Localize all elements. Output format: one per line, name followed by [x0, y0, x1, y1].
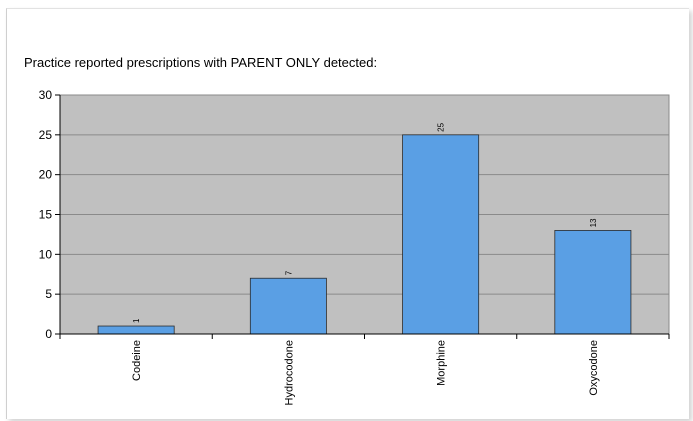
x-axis: Codeine Hydrocodone Morphine Oxycodone — [59, 333, 670, 405]
category-label: Morphine — [436, 340, 448, 386]
y-tick-label: 30 — [39, 88, 53, 102]
y-tick-label: 5 — [45, 287, 52, 301]
y-tick-label: 25 — [39, 128, 53, 142]
gridlines — [60, 134, 669, 295]
bar-morphine — [402, 134, 480, 335]
y-tick-label: 20 — [39, 168, 53, 182]
data-label: 1 — [132, 318, 141, 323]
category-label: Oxycodone — [588, 340, 600, 396]
bar-oxycodone — [554, 230, 632, 335]
bar-hydrocodone — [249, 277, 327, 335]
bar-codeine — [97, 325, 175, 335]
y-tick-label: 15 — [39, 208, 53, 222]
data-label: 7 — [284, 270, 293, 275]
y-tick-label: 0 — [45, 327, 52, 341]
bars: 1 7 25 13 — [97, 122, 632, 335]
category-label: Codeine — [131, 340, 143, 381]
category-label: Hydrocodone — [283, 340, 295, 405]
chart-title: Practice reported prescriptions with PAR… — [24, 55, 378, 70]
y-axis-ticks: 0 5 10 15 20 25 30 — [39, 88, 61, 341]
data-label: 25 — [437, 122, 446, 131]
y-tick-label: 10 — [39, 247, 53, 261]
data-label: 13 — [589, 218, 598, 227]
